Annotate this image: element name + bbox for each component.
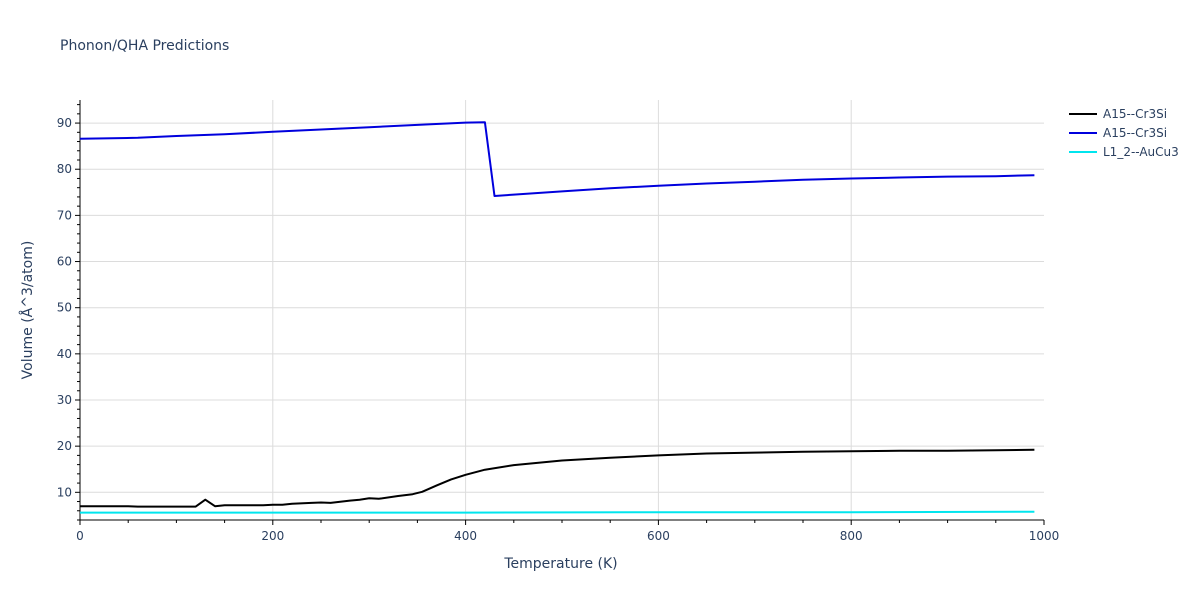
x-axis-label: Temperature (K) [503,556,617,572]
x-tick-label: 800 [840,529,863,543]
series-line-1 [79,121,1035,197]
series-line-2 [80,510,1035,514]
series-lines [79,121,1035,514]
tick-labels: 10 20 30 40 50 60 70 80 90 0 200 400 600 800 1000 [57,116,1060,543]
legend: A15--Cr3Si A15--Cr3Si L1_2--AuCu3 [1069,107,1179,159]
y-tick-label: 30 [57,393,72,407]
series-line-0 [80,448,1035,508]
legend-label: A15--Cr3Si [1103,126,1167,140]
y-tick-label: 10 [57,485,72,499]
y-tick-label: 90 [57,116,72,130]
x-tick-label: 400 [454,529,477,543]
y-tick-label: 70 [57,208,72,222]
y-tick-label: 50 [57,301,72,315]
axes [75,100,1045,525]
chart-title: Phonon/QHA Predictions [60,38,229,54]
grid [80,100,1044,520]
y-axis-label: Volume (Å^3/atom) [19,241,36,380]
legend-label: L1_2--AuCu3 [1103,145,1179,159]
y-tick-label: 20 [57,439,72,453]
x-tick-label: 0 [76,529,84,543]
y-tick-label: 80 [57,162,72,176]
x-tick-label: 200 [261,529,284,543]
y-tick-label: 40 [57,347,72,361]
y-tick-label: 60 [57,255,72,269]
x-tick-label: 1000 [1029,529,1060,543]
legend-label: A15--Cr3Si [1103,107,1167,121]
x-tick-label: 600 [647,529,670,543]
